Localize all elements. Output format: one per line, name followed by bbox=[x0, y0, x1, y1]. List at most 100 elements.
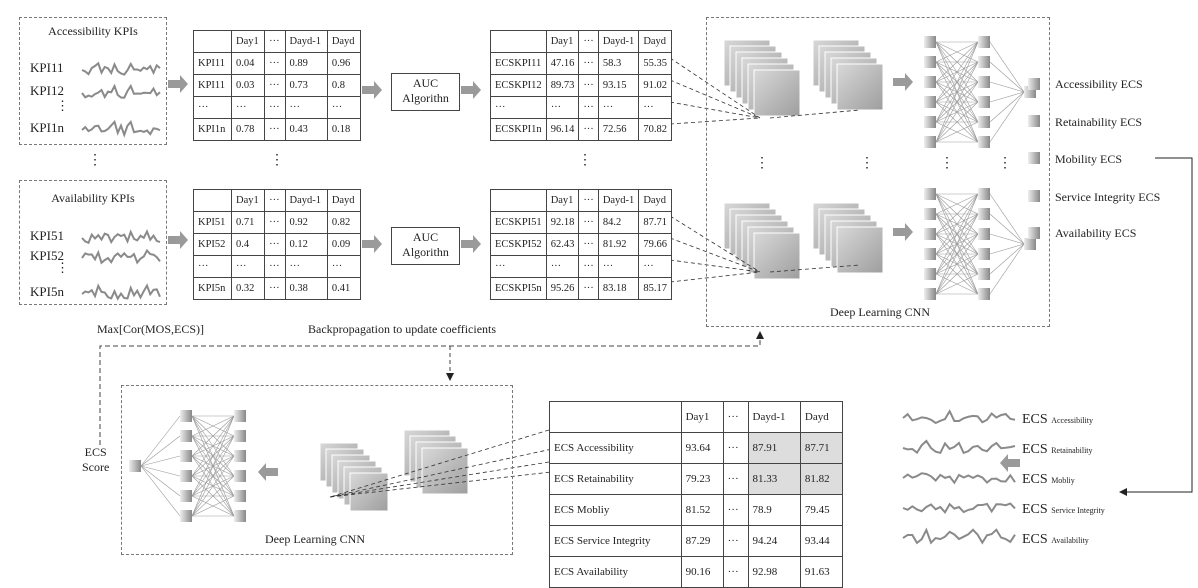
kpi-label: KPI1n bbox=[30, 120, 64, 135]
ecs-output-node bbox=[1028, 78, 1040, 90]
table-cell: Day1 bbox=[231, 189, 266, 212]
ecs-summary-table: Day1 ··· Dayd-1 Dayd ECS Accessibility 93.64 ·… bbox=[549, 401, 844, 588]
table-cell: ··· bbox=[264, 277, 286, 300]
network-edge bbox=[140, 465, 181, 517]
connector-line bbox=[669, 117, 761, 125]
flow-arrow bbox=[461, 81, 481, 99]
network-node bbox=[978, 76, 990, 88]
kpi-table-accessibility: Day1 ··· Dayd-1 Dayd KPI11 0.04 ··· 0.89 0.96 KPI… bbox=[192, 30, 362, 141]
table-row: KPI11 0.04 ··· 0.89 0.96 bbox=[192, 52, 362, 75]
table-cell: ··· bbox=[264, 96, 286, 119]
kpi-label: KPI11 bbox=[30, 60, 64, 75]
table-cell: ··· bbox=[545, 96, 580, 119]
table-cell: KPI11 bbox=[192, 52, 233, 75]
feature-map bbox=[753, 69, 801, 117]
network-node bbox=[978, 56, 990, 68]
table-cell: 0.89 bbox=[284, 52, 328, 75]
kpi-label: KPI51 bbox=[30, 228, 64, 243]
table-cell: ··· bbox=[722, 463, 749, 495]
table-cell: KPI5n bbox=[192, 277, 233, 300]
table-row: KPI52 0.4 ··· 0.12 0.09 bbox=[192, 233, 362, 256]
ecs-output-node bbox=[1028, 227, 1040, 239]
table-cell: ··· bbox=[597, 255, 640, 278]
table-cell: 0.32 bbox=[231, 277, 266, 300]
table-cell: Dayd bbox=[799, 401, 844, 433]
table-row: ··· ··· ··· ··· ··· bbox=[192, 96, 362, 119]
network-node bbox=[180, 450, 192, 462]
table-cell: ··· bbox=[578, 233, 599, 256]
table-cell: Day1 bbox=[231, 30, 266, 53]
network-edge bbox=[935, 193, 979, 275]
algorithm-line: AUC bbox=[412, 230, 439, 244]
ecs-sparkline bbox=[902, 527, 1016, 545]
network-edge bbox=[935, 41, 979, 83]
table-cell: ··· bbox=[264, 233, 286, 256]
flow-arrow bbox=[362, 235, 382, 253]
network-node bbox=[234, 510, 246, 522]
auc-algorithm-box: AUC Algorithn bbox=[391, 73, 460, 111]
feature-map bbox=[836, 226, 884, 274]
table-cell: 87.91 bbox=[747, 432, 801, 464]
network-node bbox=[180, 510, 192, 522]
ecs-series-label: ECS Service Integrity bbox=[1022, 502, 1105, 518]
ecs-series-sub: Availability bbox=[1051, 536, 1089, 545]
table-cell: 78.9 bbox=[747, 494, 801, 526]
table-cell: 0.12 bbox=[284, 233, 328, 256]
table-row: ECSKPI1n 96.14 ··· 72.56 70.82 bbox=[490, 118, 672, 141]
table-cell: ··· bbox=[545, 255, 580, 278]
vertical-ellipsis: ⋮ bbox=[860, 156, 874, 171]
ecs-series-label: ECS Accessibility bbox=[1022, 412, 1093, 428]
network-edge bbox=[935, 193, 979, 235]
ecs-series-main: ECS bbox=[1022, 442, 1052, 457]
table-cell bbox=[490, 30, 547, 53]
kpi-sparkline bbox=[81, 61, 161, 76]
network-node bbox=[978, 288, 990, 300]
table-cell: 85.17 bbox=[638, 277, 672, 300]
vertical-ellipsis: ⋮ bbox=[940, 156, 954, 171]
network-edge bbox=[935, 193, 979, 295]
table-cell: Dayd bbox=[326, 30, 362, 53]
table-cell: 0.4 bbox=[231, 233, 266, 256]
table-cell: 93.15 bbox=[597, 74, 640, 97]
network-edge bbox=[191, 415, 235, 457]
network-edge bbox=[140, 435, 181, 467]
table-cell: ECS Availability bbox=[549, 556, 682, 588]
table-cell bbox=[549, 401, 682, 433]
group-title: Accessibility KPIs bbox=[48, 24, 138, 38]
network-node bbox=[924, 268, 936, 280]
table-row: ECSKPI52 62.43 ··· 81.92 79.66 bbox=[490, 233, 672, 256]
network-edge bbox=[989, 193, 1025, 245]
backprop-path bbox=[99, 331, 764, 445]
table-cell: Day1 bbox=[545, 30, 580, 53]
kpi-sparkline bbox=[81, 119, 161, 138]
network-edge bbox=[935, 101, 979, 143]
ecs-output-label: Availability ECS bbox=[1055, 226, 1137, 240]
flow-arrow bbox=[461, 235, 481, 253]
network-edge bbox=[935, 121, 979, 143]
table-cell: 79.23 bbox=[680, 463, 724, 495]
table-cell: ECS Retainability bbox=[549, 463, 682, 495]
network-edge bbox=[140, 465, 181, 477]
network-node bbox=[924, 136, 936, 148]
ecs-output-label: Retainability ECS bbox=[1055, 115, 1142, 129]
table-row: ··· ··· ··· ··· ··· bbox=[192, 255, 362, 278]
table-cell: ··· bbox=[231, 255, 266, 278]
table-cell: ··· bbox=[264, 52, 286, 75]
table-cell: ··· bbox=[578, 211, 599, 234]
ecs-series-main: ECS bbox=[1022, 532, 1052, 547]
table-cell: ECSKPI52 bbox=[490, 233, 547, 256]
table-cell: Dayd bbox=[326, 189, 362, 212]
table-header-row: Day1 ··· Dayd-1 Dayd bbox=[549, 401, 844, 433]
vertical-ellipsis: ⋮ bbox=[270, 153, 284, 168]
vertical-ellipsis: ⋮ bbox=[88, 153, 102, 168]
ecs-sparkline bbox=[902, 502, 1016, 515]
network-node bbox=[234, 490, 246, 502]
table-cell: Dayd-1 bbox=[597, 189, 640, 212]
kpi-sparkline bbox=[81, 283, 161, 301]
table-cell: 87.71 bbox=[799, 432, 844, 464]
mobility-feedback-path bbox=[1119, 157, 1193, 496]
table-cell: ··· bbox=[284, 255, 328, 278]
table-cell: 93.44 bbox=[799, 525, 844, 557]
network-node bbox=[924, 116, 936, 128]
table-cell: ··· bbox=[578, 30, 599, 53]
